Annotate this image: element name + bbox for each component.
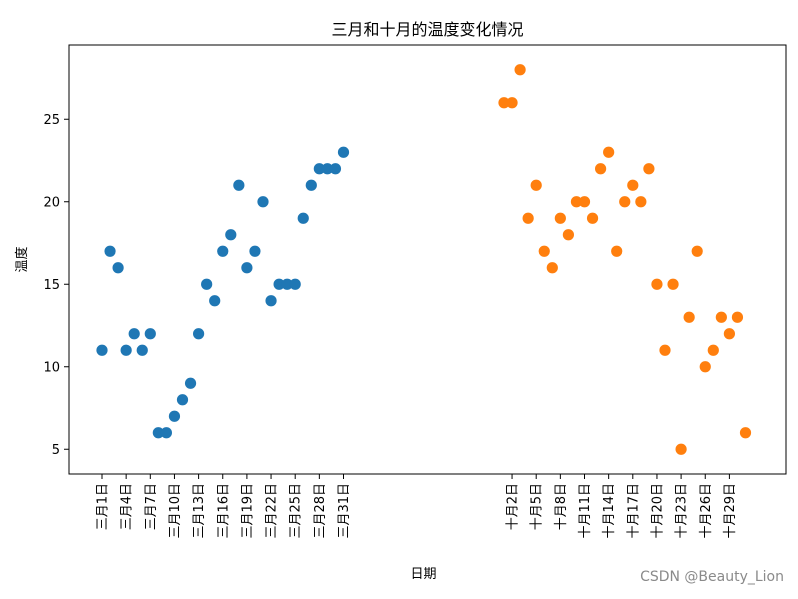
march-point — [96, 344, 108, 356]
october-point — [659, 344, 671, 356]
x-tick-label: 十月26日 — [699, 483, 714, 539]
march-point — [104, 245, 116, 257]
october-point — [578, 196, 591, 208]
october-point — [731, 311, 744, 323]
march-point — [168, 410, 181, 422]
march-point — [257, 196, 269, 208]
x-tick-label: 十月11日 — [578, 483, 593, 539]
october-point — [635, 196, 647, 208]
october-point — [514, 64, 526, 76]
x-tick-label: 三月13日 — [192, 483, 207, 539]
march-point — [217, 245, 229, 257]
chart-title: 三月和十月的温度变化情况 — [331, 20, 523, 39]
y-tick-label: 10 — [43, 360, 60, 375]
march-point — [209, 295, 221, 307]
x-tick-label: 三月28日 — [313, 483, 328, 539]
x-tick-label: 三月7日 — [144, 483, 159, 530]
october-point — [667, 278, 679, 290]
x-tick-label: 十月17日 — [626, 483, 641, 539]
x-tick-label: 三月22日 — [265, 483, 280, 539]
march-point — [265, 295, 277, 307]
x-axis-label: 日期 — [410, 567, 436, 582]
october-point — [611, 245, 623, 257]
x-tick-label: 十月8日 — [554, 483, 569, 530]
x-tick-label: 十月29日 — [723, 483, 738, 539]
march-point — [289, 278, 301, 290]
y-tick-label: 25 — [43, 113, 60, 128]
march-point — [329, 163, 342, 175]
march-point — [337, 146, 350, 158]
october-point — [683, 311, 695, 323]
march-point — [225, 229, 237, 241]
march-point — [184, 377, 197, 389]
march-point — [152, 427, 164, 439]
october-point — [530, 179, 542, 191]
y-tick-label: 5 — [52, 443, 60, 458]
y-tick-label: 20 — [43, 195, 60, 210]
october-point — [506, 97, 518, 109]
march-point — [136, 344, 148, 356]
march-point — [201, 278, 213, 290]
october-point — [603, 146, 615, 158]
october-point — [586, 212, 599, 224]
october-point — [699, 361, 711, 373]
x-tick-label: 三月16日 — [216, 483, 231, 539]
march-point — [193, 328, 205, 340]
october-point — [522, 212, 534, 224]
x-tick-label: 十月5日 — [530, 483, 545, 530]
october-point — [619, 196, 631, 208]
x-tick-label: 十月20日 — [650, 483, 665, 539]
y-axis-label: 温度 — [14, 246, 30, 272]
x-tick-label: 三月31日 — [337, 483, 352, 539]
march-point — [321, 163, 333, 175]
march-point — [144, 328, 156, 340]
march-point — [160, 427, 172, 439]
march-point — [273, 278, 285, 290]
march-point — [176, 394, 189, 406]
march-point — [313, 163, 325, 175]
march-point — [281, 278, 293, 290]
y-tick-label: 15 — [43, 278, 60, 293]
march-point — [241, 262, 253, 274]
watermark: CSDN @Beauty_Lion — [640, 569, 784, 585]
march-point — [112, 262, 124, 274]
march-point — [305, 179, 317, 191]
x-tick-label: 十月23日 — [675, 483, 690, 539]
october-point — [643, 163, 655, 175]
x-tick-label: 三月4日 — [120, 483, 135, 530]
march-point — [233, 179, 245, 191]
october-point — [595, 163, 607, 175]
october-point — [691, 245, 703, 257]
october-point — [707, 344, 719, 356]
x-tick-label: 三月19日 — [240, 483, 255, 539]
march-point — [249, 245, 261, 257]
october-point — [651, 278, 663, 290]
march-point — [120, 344, 132, 356]
x-tick-label: 十月2日 — [506, 483, 521, 530]
october-point — [538, 245, 550, 257]
october-point — [498, 97, 510, 109]
plot-frame — [68, 44, 787, 475]
x-tick-label: 三月25日 — [289, 483, 304, 539]
october-point — [675, 443, 687, 455]
october-point — [739, 427, 752, 439]
x-tick-label: 三月10日 — [168, 483, 183, 539]
october-point — [570, 196, 583, 208]
march-point — [297, 212, 309, 224]
october-point — [546, 262, 558, 274]
october-point — [554, 212, 566, 224]
x-tick-label: 三月1日 — [96, 483, 111, 530]
october-point — [562, 229, 575, 241]
x-tick-label: 十月14日 — [602, 483, 617, 539]
october-point — [627, 179, 639, 191]
march-point — [128, 328, 140, 340]
october-point — [723, 328, 736, 340]
october-point — [715, 311, 727, 323]
